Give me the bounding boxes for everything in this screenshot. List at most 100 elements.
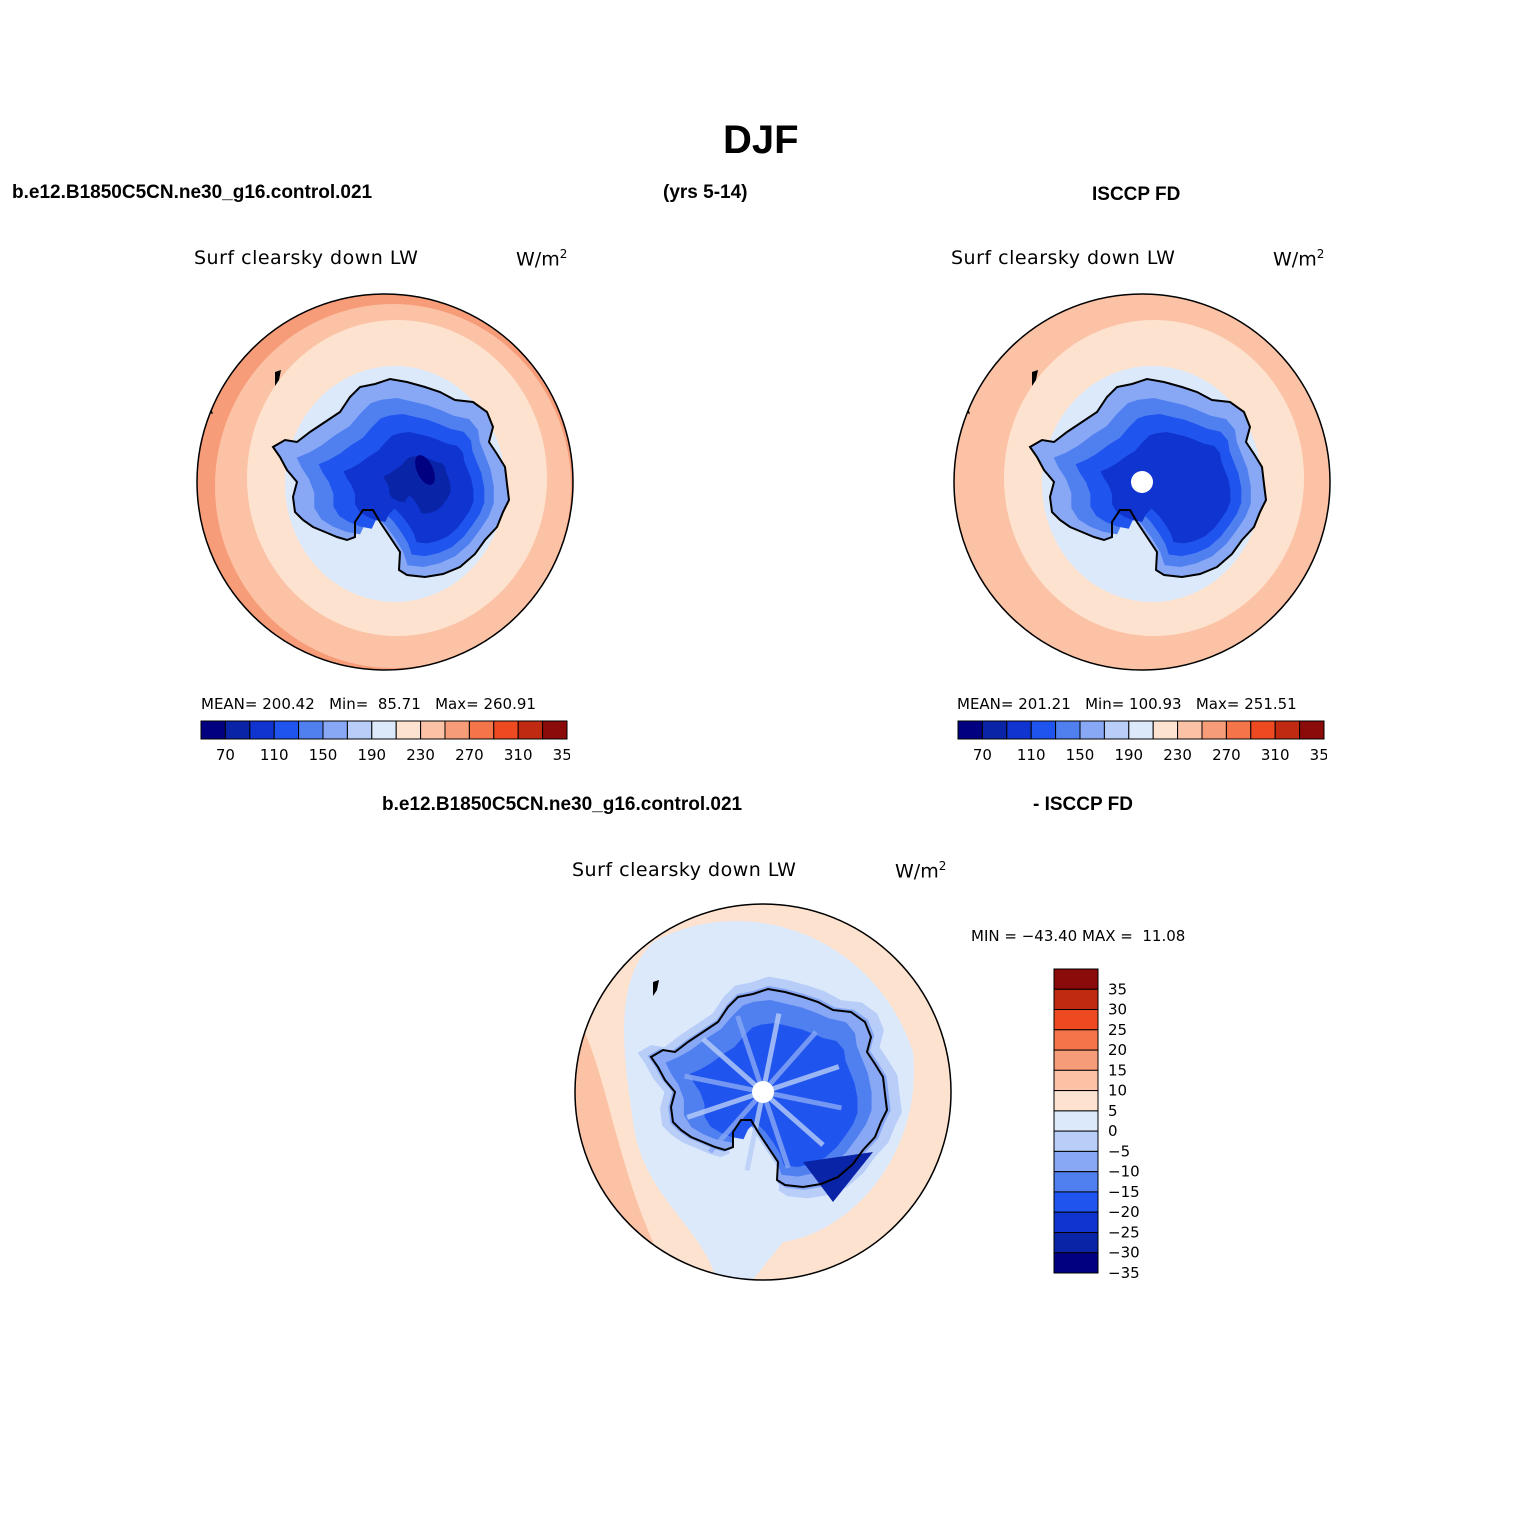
- map-boundary: [574, 903, 952, 1281]
- pole-missing-data: [752, 1081, 774, 1103]
- diff-obs-name-header: - ISCCP FD: [1033, 794, 1133, 815]
- panel1-min-label: Min=: [329, 695, 369, 713]
- colorbar-box: [1103, 720, 1130, 740]
- colorbar-tick-label: 270: [455, 746, 484, 764]
- colorbar-box: [468, 720, 495, 740]
- panel1-colorbar: 70 110 150 190 230 270 310 350: [200, 720, 570, 764]
- grid-artifact-ray: [701, 1037, 765, 1094]
- colorbar-box: [1152, 720, 1179, 740]
- colorbar-tick-label: 310: [1261, 746, 1290, 764]
- diff-case-name-header: b.e12.B1850C5CN.ne30_g16.control.021: [382, 794, 743, 815]
- colorbar-box: [371, 720, 397, 740]
- colorbar-box: [1201, 720, 1227, 740]
- panel2-min-value: 100.93: [1129, 695, 1182, 713]
- colorbar-tick-label: 150: [309, 746, 338, 764]
- colorbar-tick-label: 25: [1108, 1021, 1127, 1039]
- colorbar-tick-label: 20: [1108, 1041, 1127, 1059]
- grid-artifact-ray: [744, 1091, 766, 1171]
- diff-min-value: −43.40: [1021, 927, 1078, 945]
- colorbar-box: [1053, 1211, 1099, 1233]
- map-field: [575, 904, 951, 1280]
- panel2-title: Surf clearsky down LW: [951, 247, 1176, 269]
- panel2-stats: MEAN= 201.21 Min= 100.93 Max= 251.51: [957, 695, 1297, 713]
- colorbar-box: [1053, 1090, 1099, 1112]
- map-boundary: [196, 293, 574, 671]
- map-boundary: [953, 293, 1331, 671]
- colorbar-tick-label: −35: [1108, 1264, 1140, 1280]
- colorbar-tick-label: 270: [1212, 746, 1241, 764]
- colorbar-box: [1053, 1191, 1099, 1213]
- colorbar-tick-label: 350: [1310, 746, 1327, 764]
- diff-max-label: MAX =: [1082, 927, 1133, 945]
- colorbar-box: [981, 720, 1008, 740]
- panel2-polar-map: [953, 293, 1331, 671]
- panel2-max-label: Max=: [1195, 695, 1240, 713]
- panel2-units: W/m2: [1273, 247, 1325, 271]
- colorbar-box: [1055, 720, 1081, 740]
- panel1-stats: MEAN= 200.42 Min= 85.71 Max= 260.91: [201, 695, 536, 713]
- map-field: [954, 294, 1330, 670]
- colorbar-box: [493, 720, 519, 740]
- colorbar-box: [1053, 1029, 1099, 1051]
- colorbar-tick-label: −15: [1108, 1183, 1140, 1201]
- colorbar-tick-label: 35: [1108, 980, 1127, 998]
- grid-artifact-ray: [761, 1030, 818, 1094]
- colorbar-box: [420, 720, 446, 740]
- colorbar-tick-label: 10: [1108, 1082, 1127, 1100]
- colorbar-tick-label: −20: [1108, 1203, 1140, 1221]
- panel2-mean-label: MEAN=: [957, 695, 1014, 713]
- grid-artifact-ray: [684, 1073, 764, 1095]
- diff-panel-title: Surf clearsky down LW: [572, 859, 797, 881]
- colorbar-box: [1053, 1252, 1099, 1274]
- colorbar-box: [1299, 720, 1325, 740]
- colorbar-box: [1079, 720, 1105, 740]
- colorbar-box: [298, 720, 324, 740]
- colorbar-box: [1053, 1150, 1099, 1173]
- coastline: [649, 987, 889, 1189]
- colorbar-tick-label: −5: [1108, 1142, 1130, 1160]
- colorbar-tick-label: 70: [216, 746, 235, 764]
- colorbar-box: [1177, 720, 1203, 740]
- colorbar-box: [1053, 968, 1099, 990]
- colorbar-box: [224, 720, 251, 740]
- coastline: [271, 377, 511, 579]
- colorbar-tick-label: 70: [973, 746, 992, 764]
- panel1-title: Surf clearsky down LW: [194, 247, 419, 269]
- colorbar-tick-label: 5: [1108, 1102, 1118, 1120]
- colorbar-box: [273, 720, 300, 740]
- panel2-mean-value: 201.21: [1018, 695, 1071, 713]
- panel1-max-label: Max=: [435, 695, 479, 713]
- colorbar-box: [1006, 720, 1032, 740]
- colorbar-box: [395, 720, 422, 740]
- figure-title: DJF: [723, 118, 799, 162]
- years-header: (yrs 5-14): [663, 182, 748, 203]
- panel2-max-value: 251.51: [1244, 695, 1297, 713]
- continent-min-core: [415, 455, 435, 485]
- colorbar-tick-label: 190: [1114, 746, 1143, 764]
- coastline: [1028, 377, 1268, 579]
- diff-min-label: MIN =: [971, 927, 1017, 945]
- colorbar-box: [1053, 1069, 1099, 1092]
- colorbar-box: [1053, 1110, 1099, 1132]
- colorbar-box: [444, 720, 470, 740]
- panel1-mean-value: 200.42: [262, 695, 315, 713]
- diff-panel-stats: MIN = −43.40 MAX = 11.08: [971, 927, 1185, 945]
- colorbar-tick-label: 110: [1017, 746, 1046, 764]
- pole-missing-data: [1131, 471, 1153, 493]
- panel1-min-value: 85.71: [377, 695, 421, 713]
- colorbar-tick-label: 110: [260, 746, 289, 764]
- south-america-tip: [275, 370, 281, 386]
- panel1-units: W/m2: [516, 247, 568, 271]
- colorbar-box: [542, 720, 568, 740]
- colorbar-tick-label: 310: [504, 746, 533, 764]
- grid-artifact-ray: [760, 1091, 791, 1169]
- colorbar-box: [1053, 1171, 1099, 1193]
- colorbar-tick-label: 150: [1066, 746, 1095, 764]
- colorbar-tick-label: 230: [1163, 746, 1192, 764]
- diff-panel-units: W/m2: [895, 859, 947, 883]
- colorbar-tick-label: 190: [357, 746, 386, 764]
- colorbar-box: [1053, 1232, 1099, 1254]
- colorbar-tick-label: −10: [1108, 1163, 1140, 1181]
- diff-max-value: 11.08: [1142, 927, 1186, 945]
- grid-artifact-ray: [762, 1089, 842, 1111]
